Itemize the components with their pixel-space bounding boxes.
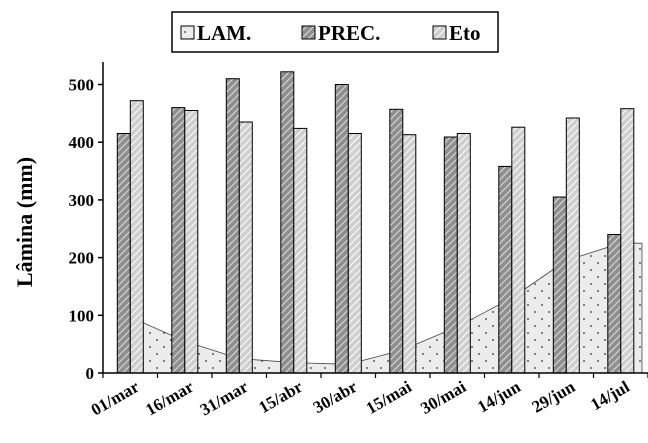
bar-eto-2 bbox=[238, 121, 253, 374]
bar-prec-5 bbox=[389, 108, 404, 374]
x-tick-label-9: 14/jul bbox=[587, 377, 633, 414]
x-tick-label-2: 31/mar bbox=[197, 377, 252, 420]
bar-prec-1 bbox=[171, 107, 186, 374]
legend-swatch-prec bbox=[301, 25, 316, 40]
x-tick-label-3: 15/abr bbox=[255, 377, 306, 417]
legend-item-prec: PREC. bbox=[301, 21, 380, 45]
y-tick-label-300: 300 bbox=[69, 191, 95, 210]
x-tick-label-0: 01/mar bbox=[88, 377, 143, 420]
legend: LAM. PREC. Eto bbox=[171, 11, 499, 53]
legend-item-eto: Eto bbox=[432, 21, 481, 45]
x-tick-label-1: 16/mar bbox=[142, 377, 197, 420]
legend-item-lam: LAM. bbox=[180, 21, 251, 45]
y-tick-label-100: 100 bbox=[69, 306, 95, 325]
legend-label-lam: LAM. bbox=[197, 21, 251, 45]
bar-eto-6 bbox=[456, 133, 471, 374]
y-axis-title: Lâmina (mm) bbox=[12, 157, 37, 287]
bar-prec-0 bbox=[116, 133, 131, 374]
plot-area: 0 100 200 300 400 500 01/mar 16/mar 31/mar 15/abr… bbox=[69, 62, 648, 419]
bar-prec-7 bbox=[498, 165, 513, 374]
x-tick-label-6: 30/mai bbox=[417, 377, 469, 418]
y-tick-label-500: 500 bbox=[69, 76, 95, 95]
x-tick-label-5: 15/mai bbox=[363, 377, 415, 418]
bar-eto-9 bbox=[620, 108, 635, 374]
x-tick-label-8: 29/jun bbox=[529, 377, 579, 417]
legend-swatch-eto bbox=[432, 25, 447, 40]
x-tick-label-4: 30/abr bbox=[310, 377, 361, 417]
legend-swatch-lam bbox=[180, 25, 195, 40]
bar-eto-8 bbox=[565, 117, 580, 374]
bar-prec-9 bbox=[607, 234, 622, 374]
bar-eto-3 bbox=[293, 127, 308, 374]
bar-eto-7 bbox=[511, 126, 526, 374]
bar-eto-5 bbox=[402, 134, 417, 374]
y-tick-label-400: 400 bbox=[69, 133, 95, 152]
bar-eto-0 bbox=[129, 100, 144, 374]
bar-prec-3 bbox=[280, 71, 295, 374]
y-tick-label-200: 200 bbox=[69, 249, 95, 268]
bar-prec-6 bbox=[443, 136, 458, 374]
x-tick-label-7: 14/jun bbox=[474, 377, 524, 417]
y-tick-label-0: 0 bbox=[86, 364, 95, 383]
bar-eto-1 bbox=[184, 110, 199, 374]
legend-label-eto: Eto bbox=[449, 21, 481, 45]
bar-prec-4 bbox=[334, 84, 349, 374]
bar-prec-8 bbox=[552, 196, 567, 374]
bar-prec-2 bbox=[225, 78, 240, 374]
legend-label-prec: PREC. bbox=[318, 21, 380, 45]
bar-eto-4 bbox=[347, 133, 362, 374]
